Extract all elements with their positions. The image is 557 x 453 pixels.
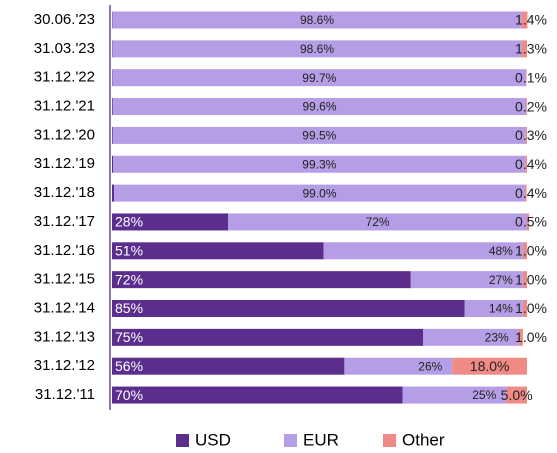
bar-segment: [112, 126, 113, 144]
bar-segment: [112, 98, 113, 116]
bar-segment: [525, 126, 527, 144]
y-tick-label: 31.12.'14: [34, 299, 95, 316]
bar-segment: [114, 184, 525, 202]
y-tick-label: 31.12.'21: [34, 98, 95, 115]
value-label: 1.0%: [515, 243, 547, 259]
y-tick-label: 31.12.'20: [34, 126, 95, 143]
value-label: 0.2%: [515, 98, 547, 114]
value-label: 98.6%: [300, 13, 334, 27]
value-label: 0.3%: [515, 127, 547, 143]
bar-segment: [527, 213, 530, 231]
value-label: 72%: [366, 215, 390, 229]
value-label: 99.6%: [302, 100, 336, 114]
bar-segment: [518, 328, 523, 346]
value-label: 27%: [489, 273, 513, 287]
y-tick-label: 31.03.'23: [34, 40, 95, 57]
value-label: 25%: [472, 388, 496, 402]
bar-segment: [112, 300, 465, 317]
bar-segment: [521, 40, 527, 58]
bar-segment: [506, 386, 527, 404]
value-label: 1.4%: [515, 12, 547, 28]
y-tick-label: 31.12.'13: [34, 328, 95, 345]
bar-segment: [521, 11, 528, 29]
y-tick-label: 31.12.'16: [34, 242, 95, 259]
bar-segment: [522, 271, 527, 289]
bar-segment: [112, 213, 229, 231]
value-label: 99.0%: [302, 186, 336, 200]
bar-segment: [112, 242, 324, 260]
bar-segment: [452, 357, 527, 375]
value-label: 1.0%: [515, 329, 547, 345]
bar-segment: [112, 98, 527, 116]
bar-segment: [112, 386, 403, 404]
bar-segment: [112, 328, 424, 346]
legend-swatch: [176, 434, 189, 447]
bar-segment: [526, 98, 527, 116]
bar-segment: [524, 184, 527, 202]
bar-segment: [112, 40, 522, 58]
bar-segment: [423, 328, 519, 346]
legend-swatch: [284, 434, 297, 447]
value-label: 1.3%: [515, 41, 547, 57]
value-label: 99.5%: [302, 129, 336, 143]
value-label: 26%: [418, 359, 442, 373]
y-tick-label: 31.12.'18: [34, 184, 95, 201]
value-label: 1.0%: [515, 271, 547, 287]
bar-segment: [522, 300, 527, 317]
value-label: 98.6%: [300, 42, 334, 56]
y-tick-label: 31.12.'15: [34, 271, 95, 288]
value-label: 56%: [115, 358, 143, 374]
value-label: 0.4%: [515, 156, 547, 172]
bar-segment: [402, 386, 507, 404]
value-label: 99.3%: [302, 157, 336, 171]
value-label: 23%: [485, 331, 509, 345]
bar-segment: [112, 11, 522, 29]
value-label: 99.7%: [302, 71, 336, 85]
value-label: 1.0%: [515, 300, 547, 316]
bar-segment: [112, 155, 114, 173]
bar-segment: [464, 300, 523, 317]
value-label: 5.0%: [501, 387, 533, 403]
y-tick-label: 31.12.'22: [34, 69, 95, 86]
bar-segment: [112, 357, 345, 375]
y-tick-label: 30.06.'23: [34, 11, 95, 28]
value-label: 28%: [115, 214, 143, 230]
value-label: 72%: [115, 271, 143, 287]
value-label: 18.0%: [470, 358, 510, 374]
bar-segment: [344, 357, 453, 375]
bar-segment: [323, 242, 523, 260]
value-label: 0.1%: [515, 69, 547, 85]
bar-segment: [112, 69, 527, 87]
value-label: 14%: [489, 302, 513, 316]
bar-segment: [112, 184, 115, 202]
bar-segment: [525, 155, 527, 173]
bar-segment: [228, 213, 527, 231]
legend-label: Other: [402, 430, 445, 449]
y-tick-label: 31.12.'17: [34, 213, 95, 230]
bar-segment: [113, 155, 526, 173]
value-label: 0.4%: [515, 185, 547, 201]
legend-label: USD: [195, 430, 231, 449]
y-tick-label: 31.12.'12: [34, 357, 95, 374]
legend-label: EUR: [303, 430, 339, 449]
bar-segment: [522, 242, 527, 260]
bar-segment: [112, 271, 411, 289]
value-label: 51%: [115, 243, 143, 259]
y-tick-label: 31.12.'19: [34, 155, 95, 172]
bar-segment: [112, 126, 526, 144]
value-label: 75%: [115, 329, 143, 345]
legend-swatch: [383, 434, 396, 447]
bar-segment: [410, 271, 523, 289]
y-tick-label: 31.12.'11: [35, 386, 95, 403]
value-label: 48%: [489, 244, 513, 258]
value-label: 0.5%: [515, 214, 547, 230]
value-label: 70%: [115, 387, 143, 403]
value-label: 85%: [115, 300, 143, 316]
